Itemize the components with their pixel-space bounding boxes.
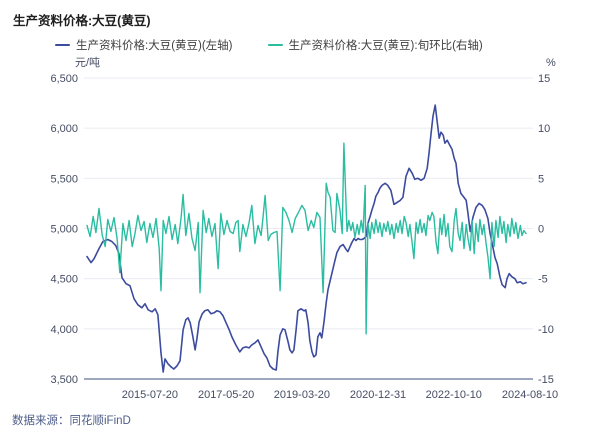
x-tick-label: 2019-03-20 xyxy=(274,389,330,401)
y-left-tick-label: 4,000 xyxy=(50,324,78,336)
x-tick-label: 2015-07-20 xyxy=(122,389,178,401)
x-tick-label: 2020-12-31 xyxy=(350,389,406,401)
y-right-tick-label: 15 xyxy=(538,73,550,85)
x-tick-label: 2022-10-10 xyxy=(426,389,482,401)
y-left-tick-label: 4,500 xyxy=(50,274,78,286)
data-source: 数据来源：同花顺iFinD xyxy=(12,415,131,427)
series-line-price xyxy=(86,104,527,373)
x-tick-label: 2017-05-20 xyxy=(198,389,254,401)
chart-legend: 生产资料价格:大豆(黄豆)(左轴) 生产资料价格:大豆(黄豆):旬环比(右轴) xyxy=(55,37,483,53)
y-right-tick-label: 10 xyxy=(538,123,550,135)
y-right-tick-label: 0 xyxy=(538,224,544,236)
y-right-tick-label: 5 xyxy=(538,173,544,185)
legend-swatch-price xyxy=(55,43,70,47)
y-right-axis-unit: % xyxy=(546,57,556,69)
legend-swatch-mom xyxy=(267,43,283,47)
series-line-mom xyxy=(86,142,527,335)
y-left-tick-label: 6,500 xyxy=(50,73,78,85)
x-tick-label: 2024-08-10 xyxy=(502,389,558,401)
legend-label-price: 生产资料价格:大豆(黄豆)(左轴) xyxy=(76,40,233,52)
y-right-tick-label: -5 xyxy=(538,274,548,286)
chart-title: 生产资料价格:大豆(黄豆) xyxy=(13,14,151,28)
legend-label-mom: 生产资料价格:大豆(黄豆):旬环比(右轴) xyxy=(288,40,483,52)
y-right-tick-label: -15 xyxy=(538,374,554,386)
y-left-tick-label: 3,500 xyxy=(50,374,78,386)
y-left-tick-label: 5,500 xyxy=(50,173,78,185)
legend-item-price-left-axis[interactable]: 生产资料价格:大豆(黄豆)(左轴) xyxy=(55,37,233,53)
y-left-tick-label: 5,000 xyxy=(50,224,78,236)
y-left-axis-unit: 元/吨 xyxy=(75,56,100,69)
legend-item-mom-right-axis[interactable]: 生产资料价格:大豆(黄豆):旬环比(右轴) xyxy=(267,37,483,53)
y-left-tick-label: 6,000 xyxy=(50,123,78,135)
y-right-tick-label: -10 xyxy=(538,324,554,336)
